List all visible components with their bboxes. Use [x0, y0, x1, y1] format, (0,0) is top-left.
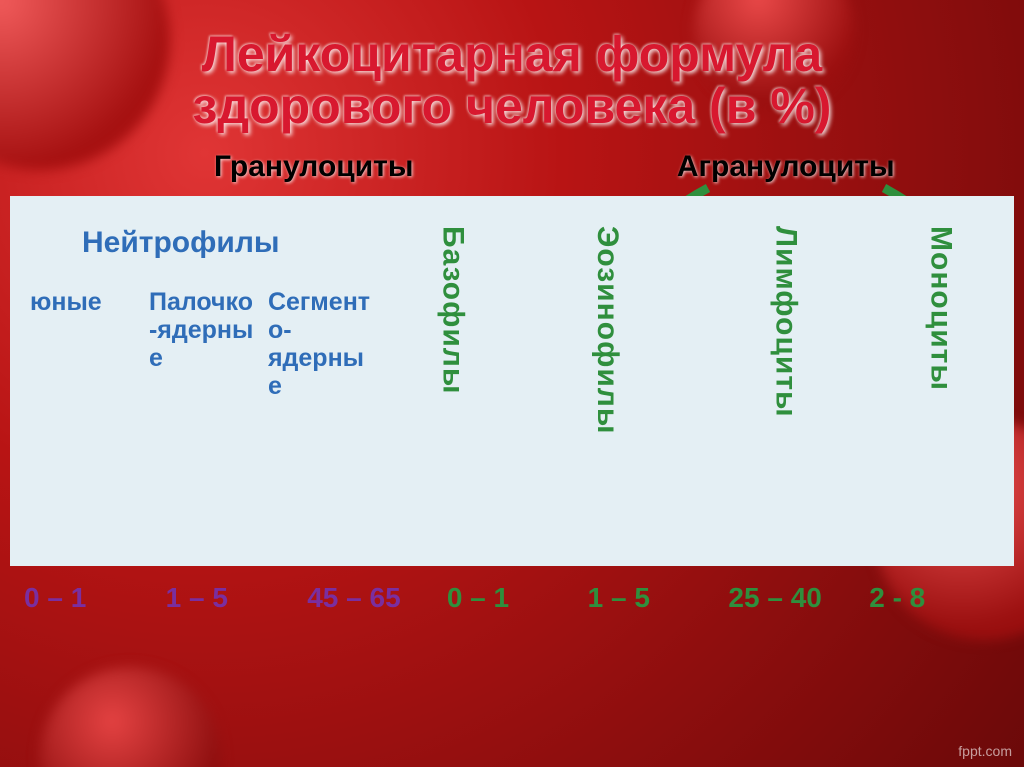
table-panel: Нейтрофилы юные Палочко-ядерные Сегменто…: [10, 196, 1014, 566]
col-monocytes: Моноциты: [875, 220, 1006, 566]
value-band: 1 – 5: [160, 582, 302, 614]
value-segment: 45 – 65: [301, 582, 443, 614]
group-granulocytes: Гранулоциты: [40, 150, 588, 184]
value-young: 0 – 1: [18, 582, 160, 614]
label-eosinophils: Эозинофилы: [590, 226, 624, 434]
label-monocytes: Моноциты: [924, 226, 958, 391]
value-lymphocytes: 25 – 40: [724, 582, 865, 614]
group-agranulocytes-label: Агранулоциты: [677, 150, 895, 183]
neutrophils-young: юные: [24, 288, 143, 400]
label-lymphocytes: Лимфоциты: [769, 226, 803, 418]
value-eosinophils: 1 – 5: [584, 582, 725, 614]
neutrophils-block: Нейтрофилы юные Палочко-ядерные Сегменто…: [18, 220, 387, 566]
footer-credit: fppt.com: [958, 743, 1012, 759]
col-lymphocytes: Лимфоциты: [696, 220, 875, 566]
slide-title: Лейкоцитарная формула здорового человека…: [10, 28, 1014, 132]
neutrophils-segmented: Сегменто-ядерные: [262, 288, 381, 400]
value-monocytes: 2 - 8: [865, 582, 1006, 614]
values-row: 0 – 1 1 – 5 45 – 65 0 – 1 1 – 5 25 – 40 …: [18, 582, 1006, 614]
col-eosinophils: Эозинофилы: [518, 220, 697, 566]
title-line-2: здорового человека (в %): [193, 78, 832, 134]
value-basophils: 0 – 1: [443, 582, 584, 614]
label-basophils: Базофилы: [435, 226, 469, 394]
neutrophils-band: Палочко-ядерные: [143, 288, 262, 400]
group-row: Гранулоциты Агранулоциты: [40, 150, 984, 184]
group-agranulocytes: Агранулоциты: [588, 150, 984, 184]
col-basophils: Базофилы: [387, 220, 518, 566]
title-line-1: Лейкоцитарная формула: [202, 26, 822, 82]
slide: Лейкоцитарная формула здорового человека…: [0, 0, 1024, 767]
neutrophils-heading: Нейтрофилы: [24, 226, 280, 260]
